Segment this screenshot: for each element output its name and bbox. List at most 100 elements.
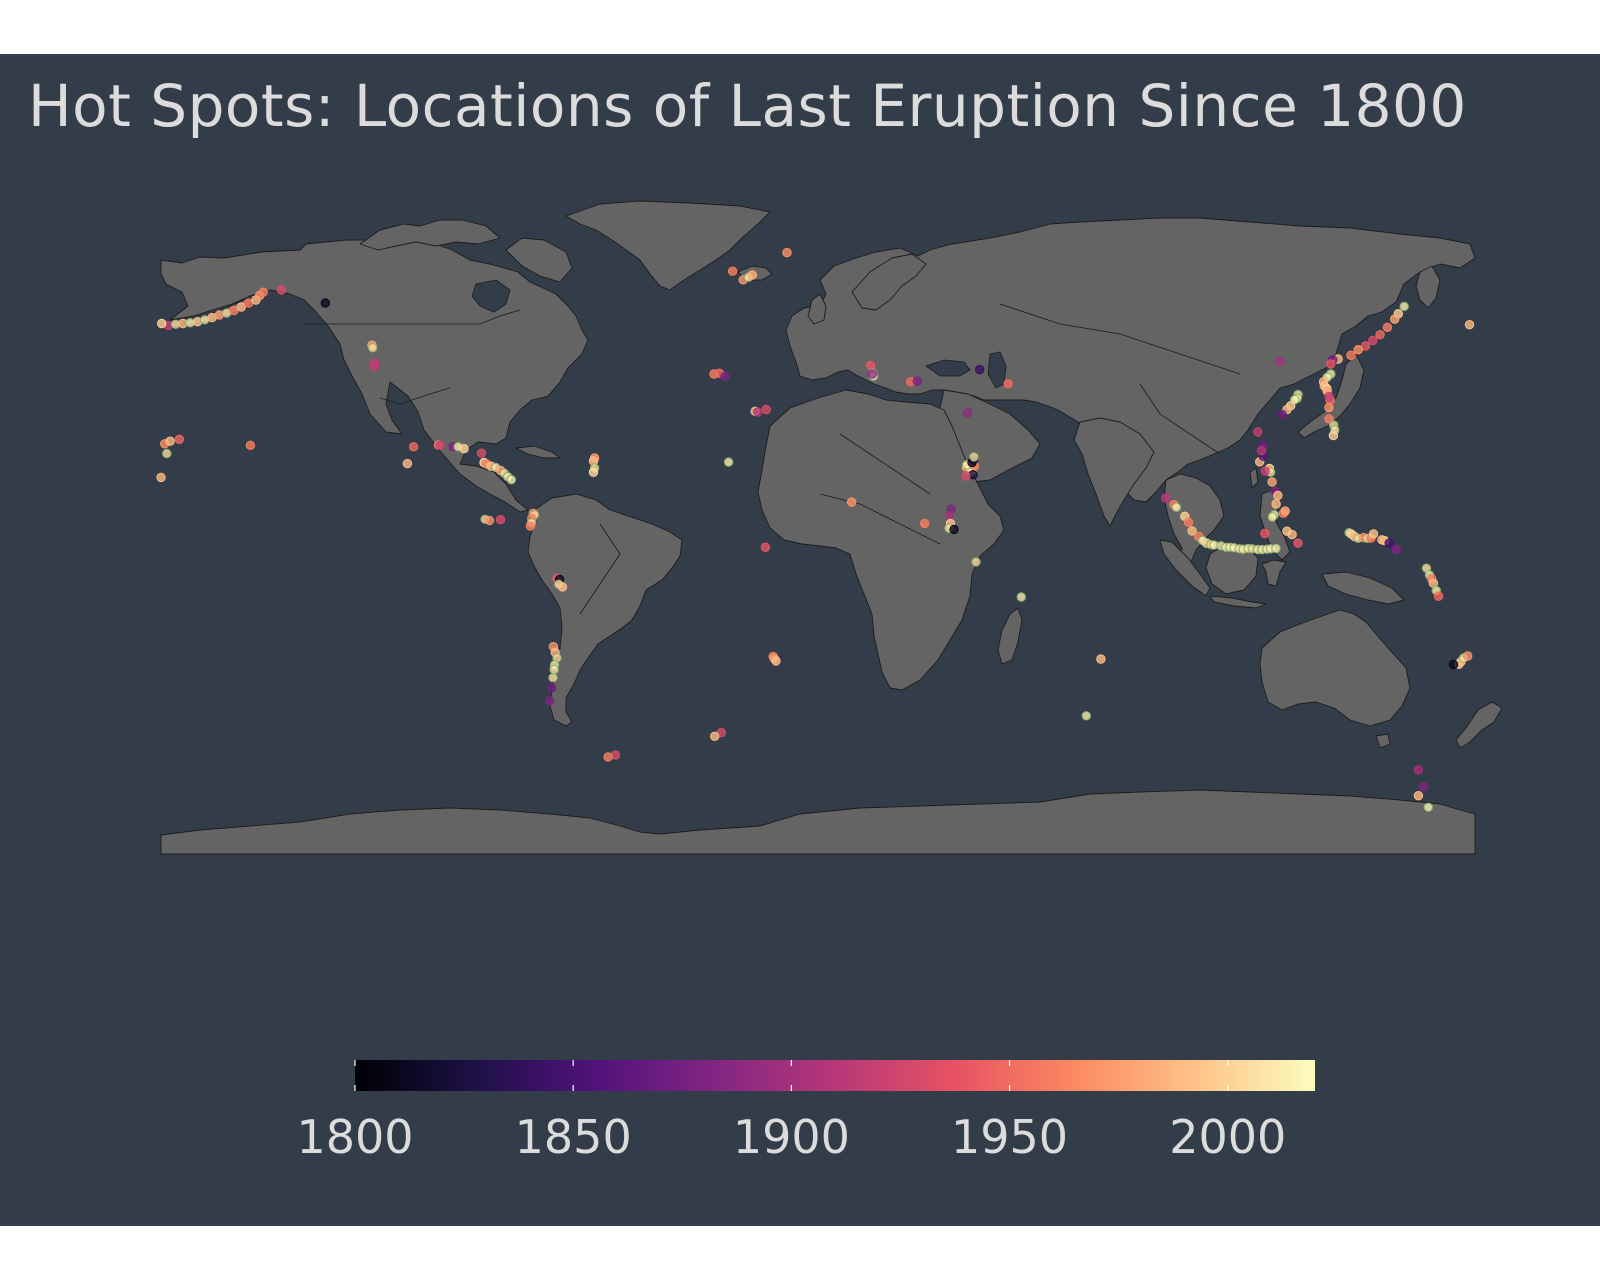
- eruption-point: [402, 458, 413, 469]
- landmass-arctic-archipelago: [359, 219, 501, 251]
- eruption-point: [1096, 654, 1106, 664]
- eruption-point: [506, 475, 517, 485]
- eruption-point: [1324, 414, 1334, 424]
- eruption-point: [369, 361, 380, 372]
- eruption-point: [459, 444, 469, 454]
- eruption-point: [846, 497, 857, 507]
- eruption-point: [949, 524, 959, 535]
- eruption-point: [557, 582, 568, 592]
- eruption-point: [727, 266, 738, 276]
- colorbar-ticks: 1800 1850 1900 1950 2000: [296, 1060, 1286, 1164]
- eruption-point: [1171, 502, 1182, 512]
- eruption-point: [495, 515, 506, 525]
- eruption-point: [760, 542, 771, 552]
- landmass-greenland: [565, 200, 771, 291]
- eruption-point: [761, 404, 771, 415]
- map-panel: Hot Spots: Locations of Last Eruption Si…: [0, 54, 1600, 1226]
- eruption-point: [969, 452, 979, 462]
- eruption-point: [174, 434, 185, 444]
- eruption-point: [723, 457, 734, 467]
- landmass-antarctica: [160, 789, 1476, 855]
- landmass-kamchatka: [1415, 265, 1441, 309]
- eruption-point: [1280, 506, 1290, 516]
- eruption-point: [258, 287, 268, 297]
- eruption-point: [1353, 345, 1363, 355]
- eruption-point: [1256, 445, 1267, 456]
- eruption-point: [276, 285, 287, 295]
- eruption-point: [1324, 402, 1334, 413]
- eruption-point: [1346, 350, 1356, 360]
- eruption-point: [912, 376, 922, 386]
- eruption-point: [1328, 430, 1339, 441]
- eruption-point: [867, 369, 878, 379]
- colorbar-tick-label: 1800: [296, 1110, 413, 1164]
- eruption-point: [549, 664, 559, 675]
- eruption-point: [545, 696, 555, 706]
- eruption-point: [919, 518, 930, 529]
- eruption-point: [525, 521, 536, 531]
- eruption-point: [747, 270, 757, 280]
- eruption-point: [435, 440, 445, 450]
- eruption-point: [1273, 490, 1283, 501]
- landmass-new-guinea: [1321, 571, 1405, 605]
- eruption-point: [1382, 322, 1393, 332]
- eruption-point: [1293, 538, 1303, 548]
- landmass-indochina: [1163, 473, 1225, 575]
- colorbar-tick-label: 1950: [951, 1110, 1068, 1164]
- landmass-great-britain: [807, 293, 827, 325]
- eruption-point: [476, 448, 487, 458]
- eruption-point: [1016, 592, 1026, 602]
- eruption-point: [1384, 538, 1394, 548]
- eruption-point: [1464, 320, 1475, 330]
- eruption-point: [1326, 359, 1336, 369]
- eruption-point: [156, 472, 166, 483]
- eruption-point: [753, 407, 763, 417]
- eruption-point: [408, 442, 419, 452]
- eruption-point: [1419, 782, 1429, 792]
- eruption-point: [1433, 591, 1444, 601]
- eruption-point: [971, 557, 981, 567]
- eruption-point: [1368, 529, 1379, 539]
- landmass-new-zealand: [1455, 701, 1503, 749]
- eruption-point: [546, 683, 557, 693]
- eruption-point: [368, 343, 378, 353]
- eruption-point: [484, 515, 495, 526]
- landmass-north-america: [160, 235, 589, 513]
- eruption-point: [1368, 335, 1378, 346]
- land-layer: [160, 200, 1503, 855]
- landmass-sulawesi: [1261, 559, 1287, 587]
- eruption-point: [771, 656, 781, 666]
- eruption-point: [1275, 356, 1285, 367]
- eruption-point: [1423, 802, 1434, 812]
- landmass-sumatra: [1159, 539, 1211, 597]
- eruption-point: [1267, 512, 1278, 522]
- landmass-cuba: [515, 445, 561, 459]
- eruption-point: [1081, 711, 1092, 721]
- eruption-point: [720, 371, 730, 382]
- eruption-point: [782, 247, 792, 258]
- eruption-point: [162, 448, 172, 459]
- eruption-point: [245, 440, 256, 450]
- eruption-point: [320, 298, 330, 308]
- landmass-taiwan: [1249, 467, 1259, 489]
- eruption-point: [548, 673, 558, 683]
- eruption-point: [1413, 791, 1424, 801]
- eruption-point: [1413, 765, 1424, 775]
- landmass-tasmania: [1375, 733, 1391, 749]
- colorbar-legend: 1800 1850 1900 1950 2000: [296, 1060, 1315, 1164]
- eruption-point: [1324, 391, 1334, 402]
- eruption-point: [961, 471, 971, 481]
- landmass-eurasia: [785, 217, 1476, 503]
- eruption-point: [1260, 528, 1270, 539]
- colorbar-tick-label: 1900: [733, 1110, 850, 1164]
- eruption-point: [1463, 651, 1473, 661]
- map-title: Hot Spots: Locations of Last Eruption Si…: [28, 72, 1467, 140]
- eruption-point: [1267, 477, 1277, 487]
- colorbar-tick-label: 1850: [515, 1110, 632, 1164]
- eruption-point: [1271, 499, 1281, 509]
- eruption-point: [1277, 410, 1288, 420]
- landmass-baffin-island: [505, 237, 573, 283]
- eruption-point: [157, 318, 167, 329]
- eruption-point: [1003, 379, 1013, 389]
- eruption-points: [156, 247, 1475, 812]
